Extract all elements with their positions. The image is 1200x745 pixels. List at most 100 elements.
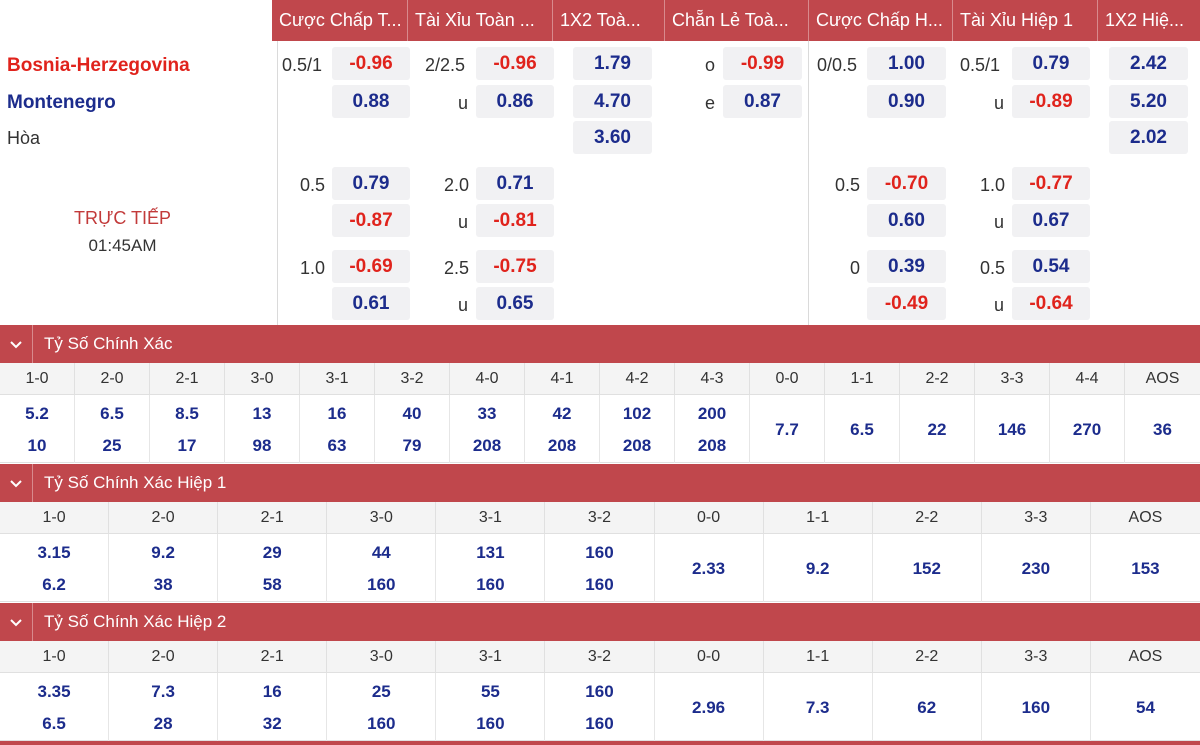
odds-value[interactable]: 33: [477, 404, 497, 423]
score-odds-cell[interactable]: 40 79: [375, 395, 450, 463]
odds-value[interactable]: 16: [327, 404, 347, 423]
odds-cell[interactable]: 0.60: [867, 204, 946, 237]
odds-cell[interactable]: 2.42: [1109, 47, 1188, 80]
score-odds-cell[interactable]: 153: [1091, 534, 1200, 602]
score-odds-cell[interactable]: 152: [873, 534, 982, 602]
section-header[interactable]: Tỷ Số Chính Xác: [0, 325, 1200, 363]
score-odds-cell[interactable]: 29 58: [218, 534, 328, 602]
odds-value[interactable]: 160: [585, 575, 614, 594]
score-odds-cell[interactable]: 9.2 38: [109, 534, 219, 602]
odds-cell[interactable]: 1.79: [573, 47, 652, 80]
odds-value[interactable]: 2.96: [692, 698, 726, 717]
odds-cell[interactable]: 5.20: [1109, 85, 1188, 118]
score-odds-cell[interactable]: 36: [1125, 395, 1200, 463]
score-odds-cell[interactable]: 22: [900, 395, 975, 463]
odds-value[interactable]: 13: [252, 404, 272, 423]
odds-value[interactable]: 28: [153, 714, 173, 733]
odds-cell[interactable]: 0.88: [332, 85, 410, 118]
odds-value[interactable]: 25: [371, 682, 391, 701]
away-team[interactable]: Montenegro: [7, 92, 116, 113]
odds-value[interactable]: 29: [262, 543, 282, 562]
odds-value[interactable]: 3.35: [37, 682, 71, 701]
odds-value[interactable]: 42: [552, 404, 572, 423]
section-header[interactable]: Tỷ Số Chính Xác Hiệp 2: [0, 603, 1200, 641]
odds-value[interactable]: 10: [27, 436, 47, 455]
odds-cell[interactable]: -0.69: [332, 250, 410, 283]
score-odds-cell[interactable]: 6.5: [825, 395, 900, 463]
odds-value[interactable]: 6.5: [100, 404, 124, 423]
odds-value[interactable]: 270: [1072, 420, 1102, 439]
odds-value[interactable]: 208: [697, 436, 727, 455]
score-odds-cell[interactable]: 13 98: [225, 395, 300, 463]
score-odds-cell[interactable]: 3.35 6.5: [0, 673, 110, 741]
odds-cell[interactable]: 3.60: [573, 121, 652, 154]
odds-value[interactable]: 6.5: [850, 420, 874, 439]
odds-value[interactable]: 54: [1135, 698, 1155, 717]
odds-cell[interactable]: -0.96: [476, 47, 554, 80]
odds-value[interactable]: 152: [912, 559, 941, 578]
score-odds-cell[interactable]: 160 160: [545, 534, 655, 602]
chevron-down-icon[interactable]: [8, 475, 24, 491]
odds-value[interactable]: 98: [252, 436, 272, 455]
odds-value[interactable]: 131: [476, 543, 505, 562]
market-ft-1x2[interactable]: 1X2 Toà...: [553, 0, 665, 41]
odds-value[interactable]: 208: [547, 436, 577, 455]
score-odds-cell[interactable]: 25 160: [327, 673, 437, 741]
odds-cell[interactable]: -0.99: [723, 47, 802, 80]
odds-value[interactable]: 160: [476, 575, 505, 594]
home-team[interactable]: Bosnia-Herzegovina: [7, 55, 190, 76]
odds-value[interactable]: 7.7: [775, 420, 799, 439]
score-odds-cell[interactable]: 2.33: [655, 534, 764, 602]
score-odds-cell[interactable]: 160 160: [545, 673, 655, 741]
odds-cell[interactable]: 0.65: [476, 287, 554, 320]
score-odds-cell[interactable]: 5.2 10: [0, 395, 75, 463]
score-odds-cell[interactable]: 146: [975, 395, 1050, 463]
odds-value[interactable]: 9.2: [805, 559, 830, 578]
odds-value[interactable]: 63: [327, 436, 347, 455]
odds-cell[interactable]: -0.49: [867, 287, 946, 320]
odds-cell[interactable]: 0.86: [476, 85, 554, 118]
section-header[interactable]: Tỷ Số Chính Xác Hiệp 1: [0, 464, 1200, 502]
market-h1-handicap[interactable]: Cược Chấp H...: [809, 0, 953, 41]
odds-cell[interactable]: 4.70: [573, 85, 652, 118]
score-odds-cell[interactable]: 8.5 17: [150, 395, 225, 463]
odds-cell[interactable]: 0.90: [867, 85, 946, 118]
odds-cell[interactable]: 0.67: [1012, 204, 1090, 237]
odds-cell[interactable]: -0.81: [476, 204, 554, 237]
odds-cell[interactable]: 1.00: [867, 47, 946, 80]
odds-value[interactable]: 160: [585, 543, 614, 562]
odds-value[interactable]: 58: [262, 575, 282, 594]
odds-value[interactable]: 9.2: [151, 543, 175, 562]
odds-value[interactable]: 160: [1021, 698, 1051, 717]
odds-cell[interactable]: -0.70: [867, 167, 946, 200]
score-odds-cell[interactable]: 131 160: [436, 534, 546, 602]
score-odds-cell[interactable]: 7.3 28: [109, 673, 219, 741]
odds-value[interactable]: 17: [177, 436, 197, 455]
score-odds-cell[interactable]: 7.7: [750, 395, 825, 463]
odds-value[interactable]: 6.5: [42, 714, 66, 733]
score-odds-cell[interactable]: 2.96: [655, 673, 764, 741]
odds-value[interactable]: 230: [1021, 559, 1051, 578]
market-ft-handicap[interactable]: Cược Chấp T...: [272, 0, 408, 41]
score-odds-cell[interactable]: 33 208: [450, 395, 525, 463]
score-odds-cell[interactable]: 230: [982, 534, 1091, 602]
score-odds-cell[interactable]: 160: [982, 673, 1091, 741]
chevron-down-icon[interactable]: [8, 614, 24, 630]
score-odds-cell[interactable]: 270: [1050, 395, 1125, 463]
market-ft-over-under[interactable]: Tài Xỉu Toàn ...: [408, 0, 553, 41]
odds-cell[interactable]: 0.39: [867, 250, 946, 283]
odds-cell[interactable]: -0.89: [1012, 85, 1090, 118]
score-odds-cell[interactable]: 42 208: [525, 395, 600, 463]
score-odds-cell[interactable]: 7.3: [764, 673, 873, 741]
odds-cell[interactable]: 2.02: [1109, 121, 1188, 154]
odds-value[interactable]: 16: [262, 682, 282, 701]
odds-value[interactable]: 160: [367, 714, 396, 733]
odds-value[interactable]: 200: [697, 404, 727, 423]
odds-cell[interactable]: 0.79: [332, 167, 410, 200]
odds-value[interactable]: 6.2: [42, 575, 66, 594]
score-odds-cell[interactable]: 3.15 6.2: [0, 534, 110, 602]
odds-value[interactable]: 32: [262, 714, 282, 733]
odds-cell[interactable]: 0.61: [332, 287, 410, 320]
odds-value[interactable]: 22: [927, 420, 947, 439]
score-odds-cell[interactable]: 6.5 25: [75, 395, 150, 463]
